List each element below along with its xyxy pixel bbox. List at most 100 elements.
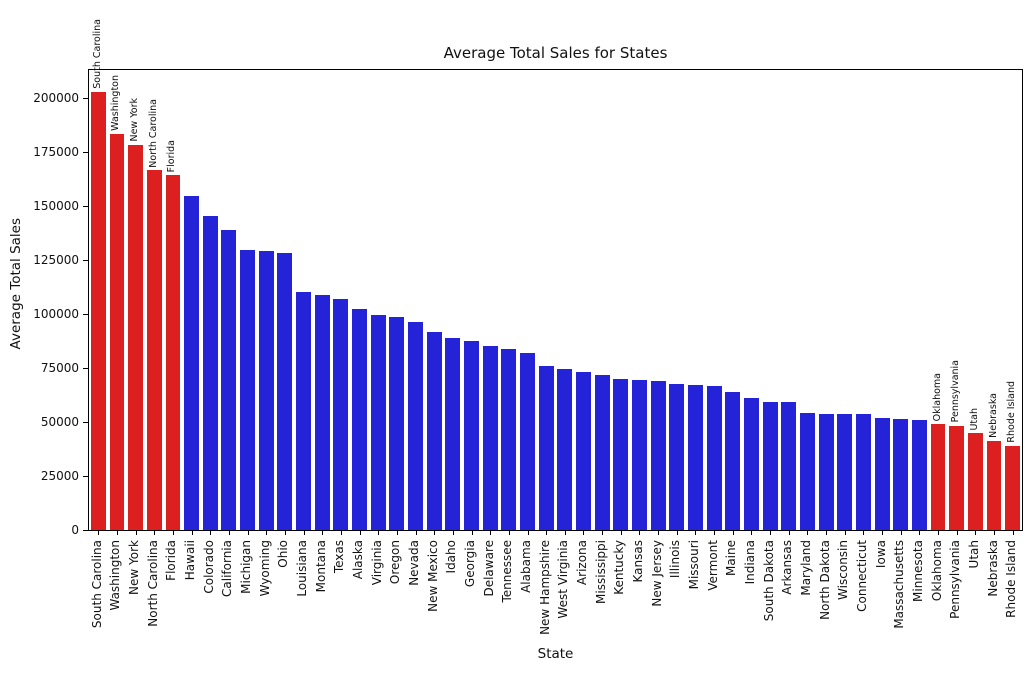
bar-arizona <box>576 372 591 530</box>
x-tick-label-utah: Utah <box>966 540 981 569</box>
x-tick-mark <box>807 531 809 535</box>
bar-california <box>221 229 237 530</box>
x-tick-label-west-virginia: West Virginia <box>556 540 571 619</box>
x-tick-label-indiana: Indiana <box>742 540 757 585</box>
bar-maryland <box>799 412 815 530</box>
x-tick-label-new-jersey: New Jersey <box>649 540 664 607</box>
y-tick-mark <box>83 260 88 262</box>
x-tick-mark <box>602 531 604 535</box>
x-tick-label-oklahoma: Oklahoma <box>929 540 944 602</box>
bar-oregon <box>389 316 405 530</box>
x-tick-label-florida: Florida <box>164 540 179 581</box>
bar-annotation-utah: Utah <box>968 407 980 431</box>
bar-new-jersey <box>650 381 666 530</box>
x-tick-mark <box>1012 531 1014 535</box>
x-tick-label-mississippi: Mississippi <box>593 540 608 604</box>
bar-oklahoma <box>930 424 946 530</box>
x-tick-mark <box>751 531 753 535</box>
bar-new-hampshire <box>538 366 554 530</box>
bar-hawaii <box>184 195 200 530</box>
x-tick-mark <box>471 531 473 535</box>
x-tick-label-missouri: Missouri <box>686 540 701 590</box>
bar-idaho <box>445 337 461 530</box>
x-tick-mark <box>975 531 977 535</box>
bar-north-carolina <box>146 170 162 530</box>
y-tick-mark <box>83 152 88 154</box>
bar-annotation-pennsylvania: Pennsylvania <box>950 360 962 423</box>
x-tick-mark <box>546 531 548 535</box>
x-tick-label-virginia: Virginia <box>369 540 384 586</box>
x-tick-mark <box>863 531 865 535</box>
bar-annotation-new-york: New York <box>129 98 141 142</box>
x-tick-label-new-hampshire: New Hampshire <box>537 540 552 635</box>
y-tick-label-50000: 50000 <box>40 415 79 430</box>
x-tick-label-massachusetts: Massachusetts <box>892 540 907 629</box>
x-tick-mark <box>844 531 846 535</box>
bar-louisiana <box>296 292 312 530</box>
bar-missouri <box>687 384 703 530</box>
bar-new-mexico <box>426 332 442 530</box>
x-tick-mark <box>658 531 660 535</box>
y-tick-label-125000: 125000 <box>33 253 79 268</box>
x-tick-label-colorado: Colorado <box>201 540 216 594</box>
plot-area: South Carolina Washington New York North Ca… <box>88 19 1023 531</box>
x-tick-mark <box>826 531 828 535</box>
x-tick-label-maryland: Maryland <box>798 540 813 596</box>
x-tick-marks <box>88 531 1023 536</box>
bar-annotation-south-carolina: South Carolina <box>91 18 103 89</box>
x-tick-label-rhode-island: Rhode Island <box>1004 540 1019 618</box>
x-tick-mark <box>116 531 118 535</box>
x-tick-label-north-dakota: North Dakota <box>817 540 832 620</box>
x-tick-label-nevada: Nevada <box>407 540 422 586</box>
bar-michigan <box>240 250 256 530</box>
x-tick-mark <box>135 531 137 535</box>
x-tick-label-arizona: Arizona <box>574 540 589 586</box>
x-tick-label-delaware: Delaware <box>481 540 496 597</box>
bar-annotation-north-carolina: North Carolina <box>147 98 159 168</box>
bar-annotation-rhode-island: Rhode Island <box>1006 380 1018 443</box>
bar-mississippi <box>594 374 610 530</box>
x-tick-mark <box>900 531 902 535</box>
y-tick-mark <box>83 422 88 424</box>
bar-kentucky <box>613 379 629 530</box>
y-tick-mark <box>83 98 88 100</box>
bar-wisconsin <box>837 414 853 530</box>
bar-nevada <box>408 322 423 530</box>
y-tick-mark <box>83 206 88 208</box>
x-tick-mark <box>359 531 361 535</box>
x-tick-label-vermont: Vermont <box>705 540 720 591</box>
x-tick-mark <box>695 531 697 535</box>
bar-connecticut <box>855 414 871 530</box>
x-tick-mark <box>172 531 174 535</box>
x-tick-mark <box>788 531 790 535</box>
bar-massachusetts <box>893 419 909 530</box>
y-tick-marks <box>83 69 88 531</box>
chart-title: Average Total Sales for States <box>443 44 668 62</box>
x-tick-label-oregon: Oregon <box>388 540 403 585</box>
x-tick-mark <box>583 531 585 535</box>
x-tick-label-louisiana: Louisiana <box>295 540 310 597</box>
x-tick-mark <box>322 531 324 535</box>
y-tick-label-25000: 25000 <box>40 469 79 483</box>
bar-indiana <box>743 397 759 530</box>
x-tick-label-tennessee: Tennessee <box>500 540 515 603</box>
bar-georgia <box>464 340 479 530</box>
bar-colorado <box>202 215 218 530</box>
x-tick-label-kansas: Kansas <box>630 540 645 583</box>
x-tick-label-new-york: New York <box>127 540 142 595</box>
y-tick-label-175000: 175000 <box>33 145 79 160</box>
x-axis-label: State <box>537 646 574 662</box>
x-tick-mark <box>378 531 380 535</box>
y-tick-label-75000: 75000 <box>40 361 79 376</box>
x-tick-label-north-carolina: North Carolina <box>145 540 160 627</box>
x-tick-mark <box>191 531 193 535</box>
y-tick-label-0: 0 <box>71 523 79 537</box>
y-tick-label-100000: 100000 <box>33 307 79 322</box>
y-tick-mark <box>83 476 88 477</box>
bar-delaware <box>482 345 498 530</box>
x-tick-label-california: California <box>220 540 235 597</box>
x-tick-mark <box>434 531 436 535</box>
x-tick-label-wyoming: Wyoming <box>257 540 272 597</box>
x-tick-label-south-carolina: South Carolina <box>89 540 104 629</box>
